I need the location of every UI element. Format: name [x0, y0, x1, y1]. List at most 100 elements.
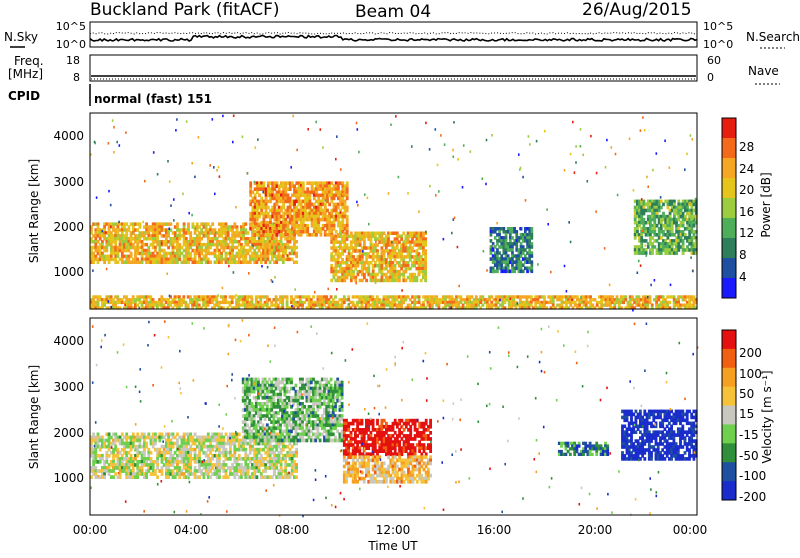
- heatmap-cell: [105, 231, 107, 234]
- heatmap-cell: [641, 198, 643, 201]
- power-cbtick-28: 28: [739, 140, 754, 154]
- heatmap-cell: [279, 234, 281, 237]
- heatmap-cell: [669, 167, 671, 170]
- power-colorbar-swatch: [722, 278, 736, 299]
- heatmap-cell: [110, 204, 112, 207]
- heatmap-cell: [401, 289, 403, 292]
- heatmap-cell: [212, 118, 214, 121]
- power-cbtick-8: 8: [739, 248, 747, 262]
- heatmap-cell: [517, 302, 519, 305]
- heatmap-cell: [249, 187, 252, 191]
- heatmap-cell: [317, 224, 320, 228]
- heatmap-cell: [341, 252, 344, 256]
- heatmap-cell: [346, 197, 349, 201]
- heatmap-cell: [274, 276, 276, 279]
- heatmap-cell: [642, 230, 644, 233]
- heatmap-cell: [590, 135, 592, 138]
- heatmap-cell: [656, 152, 658, 155]
- heatmap-cell: [350, 232, 353, 236]
- heatmap-cell: [110, 225, 112, 228]
- heatmap-cell: [358, 151, 360, 154]
- heatmap-cell: [292, 115, 294, 118]
- heatmap-cell: [651, 251, 654, 255]
- heatmap-cell: [692, 217, 694, 220]
- heatmap-cell: [568, 221, 570, 224]
- power-colorbar: [722, 118, 736, 299]
- heatmap-cell: [338, 246, 340, 249]
- heatmap-cell: [173, 198, 175, 201]
- heatmap-cell: [481, 301, 483, 304]
- heatmap-cell: [198, 136, 200, 139]
- heatmap-cell: [529, 143, 531, 146]
- heatmap-cell: [443, 238, 445, 241]
- heatmap-cell: [673, 203, 676, 207]
- heatmap-cell: [320, 233, 323, 237]
- heatmap-cell: [615, 153, 617, 156]
- noise-panel: N.Sky 10^5 10^0 10^5 10^0 N.Search: [4, 20, 800, 51]
- heatmap-cell: [294, 288, 296, 291]
- cpid-text: normal (fast) 151: [94, 92, 212, 106]
- heatmap-cell: [646, 176, 648, 179]
- heatmap-cell: [617, 194, 619, 197]
- nsearch-trace: [90, 33, 697, 35]
- heatmap-cell: [108, 190, 110, 193]
- heatmap-cell: [233, 271, 235, 274]
- heatmap-cell: [195, 227, 197, 230]
- power-cbtick-12: 12: [739, 226, 754, 240]
- heatmap-cell: [424, 273, 427, 277]
- heatmap-cell: [300, 203, 302, 206]
- heatmap-cell: [647, 296, 649, 299]
- heatmap-cell: [425, 231, 427, 234]
- heatmap-cell: [314, 291, 316, 294]
- heatmap-cell: [383, 255, 386, 259]
- heatmap-cell: [660, 196, 662, 199]
- heatmap-cell: [194, 176, 196, 179]
- power-ylabel: Slant Range [km]: [27, 159, 41, 263]
- heatmap-cell: [107, 300, 109, 303]
- heatmap-cell: [336, 135, 338, 138]
- heatmap-cell: [221, 306, 223, 309]
- heatmap-cell: [695, 198, 697, 201]
- power-colorbar-swatch: [722, 218, 736, 239]
- heatmap-cell: [682, 242, 685, 246]
- heatmap-cell: [97, 225, 100, 229]
- heatmap-cell: [645, 244, 647, 247]
- heatmap-cell: [300, 184, 302, 187]
- heatmap-cell: [342, 193, 344, 196]
- heatmap-cell: [340, 168, 342, 171]
- heatmap-cell: [390, 124, 392, 127]
- heatmap-cell: [536, 140, 538, 143]
- heatmap-cell: [537, 263, 539, 266]
- heatmap-cell: [531, 242, 534, 246]
- heatmap-cell: [344, 203, 347, 207]
- heatmap-cell: [365, 279, 368, 283]
- heatmap-cell: [156, 237, 159, 241]
- heatmap-cell: [530, 270, 532, 273]
- heatmap-cell: [482, 178, 484, 181]
- heatmap-cell: [528, 135, 530, 138]
- power-heatmap: [90, 115, 698, 312]
- heatmap-cell: [435, 128, 437, 131]
- heatmap-cell: [219, 175, 221, 178]
- heatmap-cell: [367, 267, 370, 271]
- power-colorbar-swatch: [722, 138, 736, 159]
- heatmap-cell: [254, 181, 256, 184]
- heatmap-cell: [424, 279, 427, 283]
- heatmap-cell: [580, 296, 582, 299]
- heatmap-cell: [169, 228, 171, 231]
- velocity-panel: Slant Range [km] 4000 3000 2000 1000 Vel…: [27, 318, 774, 517]
- heatmap-cell: [182, 193, 184, 196]
- power-colorbar-swatch: [722, 198, 736, 219]
- heatmap-cell: [546, 208, 548, 211]
- heatmap-cell: [491, 134, 493, 137]
- heatmap-cell: [255, 146, 257, 149]
- heatmap-cell: [154, 442, 157, 446]
- nsky-tick-low: 10^0: [56, 38, 86, 51]
- heatmap-cell: [368, 223, 370, 226]
- heatmap-cell: [418, 210, 420, 213]
- heatmap-cell: [646, 254, 648, 257]
- heatmap-cell: [119, 144, 121, 147]
- heatmap-cell: [457, 158, 459, 161]
- heatmap-cell: [333, 224, 336, 228]
- heatmap-cell: [413, 273, 416, 277]
